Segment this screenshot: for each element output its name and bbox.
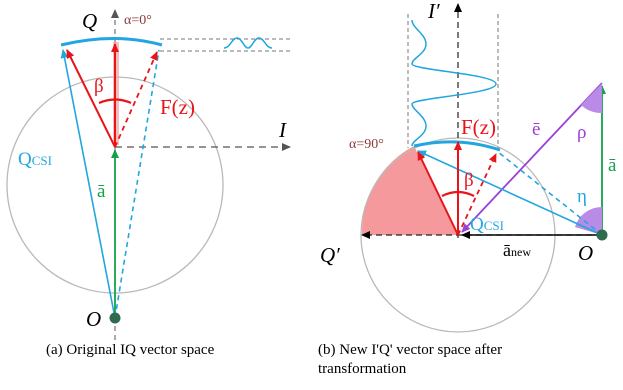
label-abar-a: ā bbox=[97, 181, 106, 202]
beta-arc-a bbox=[98, 98, 132, 105]
pink-sector-b bbox=[361, 146, 458, 235]
caption-a: (a) Original IQ vector space bbox=[46, 342, 215, 358]
label-abar-b: ā bbox=[608, 155, 617, 176]
fz-vector-b bbox=[417, 151, 459, 236]
arc-a bbox=[60, 37, 163, 47]
fz-vector-a bbox=[66, 49, 116, 148]
caption-b-line2: transformation bbox=[318, 361, 407, 377]
label-i-a: I bbox=[278, 118, 287, 142]
label-alpha-a: α=0° bbox=[124, 13, 152, 28]
label-fz-b: F(z) bbox=[461, 115, 496, 139]
label-q-prime-b: Q′ bbox=[320, 243, 340, 267]
distribution-wave-a bbox=[223, 37, 273, 49]
label-i-prime-b: I′ bbox=[427, 0, 440, 23]
label-q-a: Q bbox=[82, 9, 97, 33]
e-bar-vector-b bbox=[461, 82, 603, 233]
label-eta-b: η bbox=[577, 186, 587, 207]
label-alpha-b: α=90° bbox=[349, 137, 384, 152]
caption-b-line1: (b) New I'Q' vector space after bbox=[318, 342, 503, 358]
label-origin-a: O bbox=[86, 307, 101, 331]
label-qcsi-a: QCSI bbox=[18, 149, 52, 170]
distribution-wave-b bbox=[411, 19, 497, 147]
qcsi-dashed-a bbox=[114, 49, 160, 319]
label-ebar-b: ē bbox=[532, 119, 540, 140]
qcsi-vector-a bbox=[60, 49, 116, 319]
rho-angle-b bbox=[581, 83, 602, 114]
label-rho-b: ρ bbox=[577, 122, 586, 143]
label-beta-a: β bbox=[94, 76, 104, 97]
panel-a: Q α=0° β F(z) I QCSI ā O bbox=[6, 9, 292, 340]
label-fz-a: F(z) bbox=[160, 95, 195, 119]
fz-dashed-b bbox=[457, 153, 497, 236]
label-origin-b: O bbox=[578, 241, 593, 265]
eta-angle-b bbox=[575, 206, 602, 235]
label-beta-b: β bbox=[464, 170, 474, 191]
qcsi-dashed-b bbox=[497, 151, 603, 236]
origin-dot-b bbox=[596, 229, 608, 241]
qcsi-vector-b bbox=[417, 150, 603, 236]
beta-arc-b bbox=[441, 190, 475, 197]
label-qcsi-b: QCSI bbox=[470, 214, 504, 235]
panel-b: I′ α=90° F(z) β ē ρ ā η QCSI Q′ ānew O bbox=[320, 0, 617, 333]
origin-dot-a bbox=[109, 312, 121, 324]
label-anew-b: ānew bbox=[503, 240, 531, 260]
